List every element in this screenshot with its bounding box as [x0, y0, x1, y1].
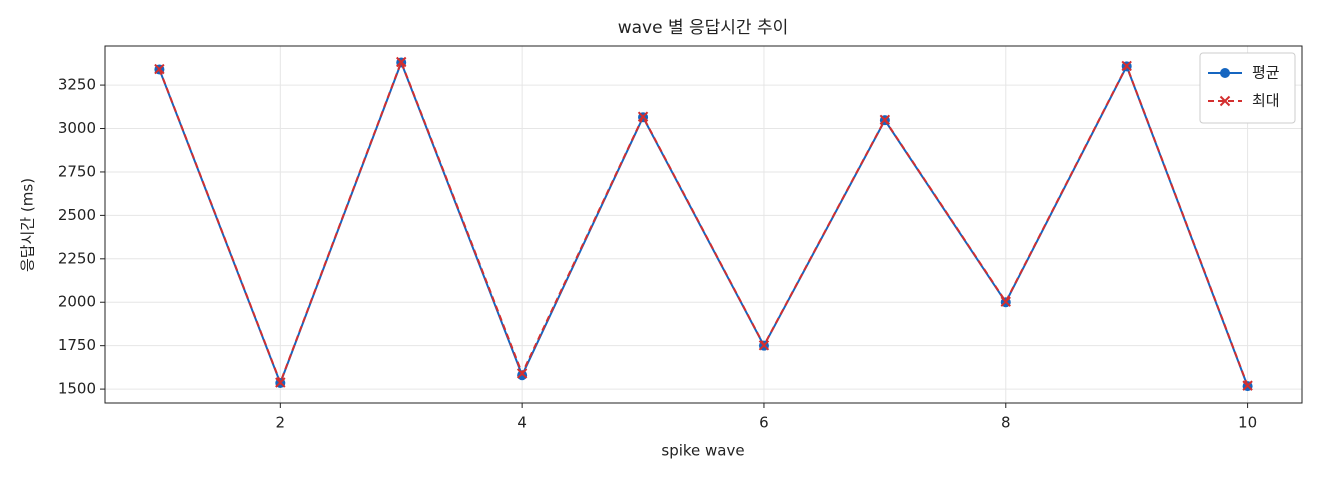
x-tick-label: 10 [1238, 414, 1257, 432]
data-point [1000, 296, 1011, 307]
data-point [637, 111, 649, 122]
y-tick-label: 2500 [58, 206, 96, 224]
data-point [275, 377, 286, 388]
legend-box [1199, 52, 1296, 124]
data-point [758, 340, 770, 351]
y-tick-label: 3250 [58, 76, 96, 94]
y-tick-label: 2750 [58, 162, 96, 180]
legend-label: 최대 [1252, 92, 1280, 110]
x-tick-label: 6 [759, 414, 769, 432]
x-axis-label: spike wave [661, 442, 744, 460]
y-tick-label: 2000 [58, 293, 96, 311]
data-point [154, 63, 165, 75]
x-tick-label: 2 [276, 414, 286, 432]
y-axis-label: 응답시간 (ms) [19, 178, 37, 272]
y-tick-label: 1500 [58, 380, 96, 398]
legend-marker [1220, 68, 1230, 78]
x-tick-label: 8 [1001, 414, 1011, 432]
data-point [879, 114, 891, 126]
legend-marker [1219, 95, 1231, 107]
data-point [396, 56, 407, 68]
series-line [158, 59, 1249, 386]
x-tick-label: 4 [517, 414, 527, 432]
y-tick-label: 1750 [58, 336, 96, 354]
chart-title: wave 별 응답시간 추이 [618, 18, 789, 38]
legend-label: 평균 [1252, 64, 1280, 82]
y-tick-label: 3000 [58, 119, 96, 137]
y-tick-label: 2250 [58, 249, 96, 267]
data-point [516, 368, 528, 379]
data-point [1242, 380, 1253, 391]
data-point [1121, 60, 1132, 72]
plot-frame [104, 45, 1303, 404]
